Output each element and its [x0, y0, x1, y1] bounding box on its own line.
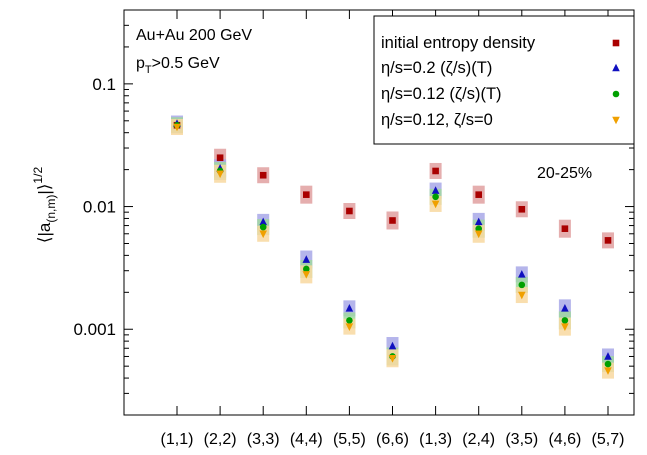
x-tick-label: (5,7) [592, 431, 625, 448]
y-axis-label-sub: (n,m) [44, 195, 58, 223]
data-point [260, 172, 267, 179]
x-tick-label: (6,6) [376, 431, 409, 448]
data-point [346, 317, 353, 324]
data-point [303, 191, 310, 198]
data-point [519, 206, 526, 213]
legend-entry-label: η/s=0.12, ζ/s=0 [381, 111, 493, 129]
data-point [475, 191, 482, 198]
pt-cut-rest: >0.5 GeV [152, 55, 220, 72]
y-tick-label: 0.1 [92, 75, 116, 94]
legend: initial entropy density η/s=0.2 (ζ/s)(T) η… [374, 16, 634, 144]
x-tick-label: (3,3) [247, 431, 280, 448]
annotation-centrality: 20-25% [537, 165, 592, 182]
data-point [519, 282, 526, 289]
data-point [432, 194, 439, 201]
x-tick-label: (2,4) [462, 431, 495, 448]
legend-entry-label: η/s=0.12 (ζ/s)(T) [381, 85, 502, 103]
data-point [562, 317, 569, 324]
uncertainty-bands [171, 116, 614, 379]
y-axis-label: ⟨|a(n,m)|⟩1/2 [31, 167, 58, 244]
annotation-system: Au+Au 200 GeV [136, 27, 252, 44]
legend-entry-marker [613, 40, 620, 47]
legend-entry-marker [613, 91, 620, 98]
data-point [346, 208, 353, 215]
data-point [217, 154, 224, 161]
x-tick-label: (1,1) [161, 431, 194, 448]
data-point [260, 224, 267, 231]
y-axis-label-sup: 1/2 [31, 167, 45, 184]
x-tick-label: (1,3) [419, 431, 452, 448]
x-tick-label: (4,6) [548, 431, 581, 448]
data-point [605, 361, 612, 368]
data-point [432, 168, 439, 175]
x-tick-label: (5,5) [333, 431, 366, 448]
y-tick-label: 0.001 [73, 320, 116, 339]
annotation-pt-cut: pT>0.5 GeV [136, 55, 220, 76]
data-point [562, 225, 569, 232]
pt-cut-main: p [136, 55, 145, 72]
x-tick-label: (4,4) [290, 431, 323, 448]
data-point [605, 237, 612, 244]
y-axis-label-end: |⟩ [35, 184, 54, 195]
x-tick-label: (2,2) [204, 431, 237, 448]
legend-entry-label: η/s=0.2 (ζ/s)(T) [381, 59, 492, 77]
y-tick-label: 0.01 [83, 198, 116, 217]
legend-entry-label: initial entropy density [381, 34, 536, 52]
y-axis-label-base: ⟨|a [35, 222, 54, 243]
data-points [173, 119, 612, 375]
data-point [389, 217, 396, 224]
x-tick-label: (3,5) [505, 431, 538, 448]
